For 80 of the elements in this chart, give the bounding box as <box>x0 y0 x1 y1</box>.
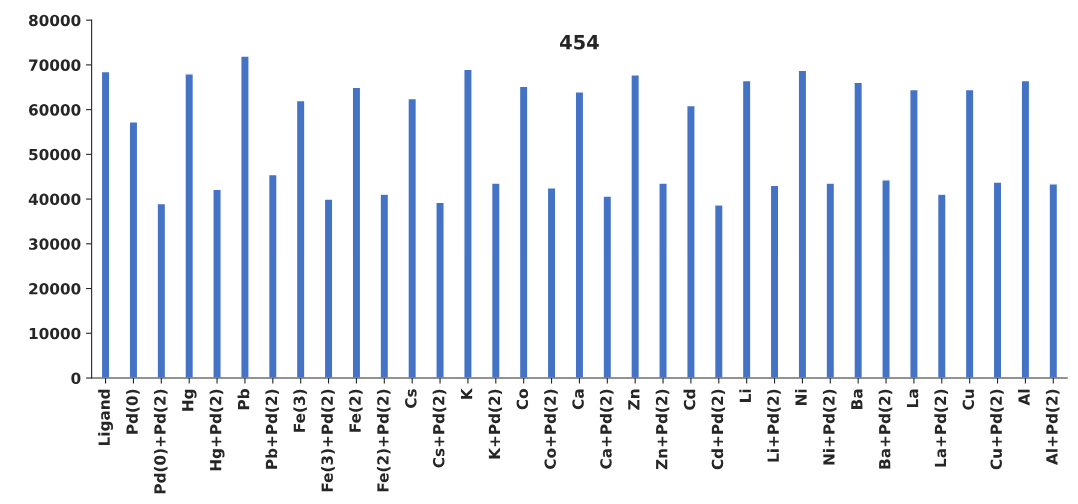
x-tick-label: Cs+Pd(2) <box>432 389 447 468</box>
bar <box>574 91 585 378</box>
x-tick-label: Fe(2) <box>349 389 363 432</box>
bar <box>128 121 139 378</box>
bar <box>658 182 668 378</box>
bar <box>267 173 278 378</box>
bar <box>992 181 1003 378</box>
x-tick-label: Cd+Pd(2) <box>711 389 726 470</box>
bar <box>212 188 222 378</box>
y-tick-label: 20000 <box>29 283 81 295</box>
bar <box>518 85 529 378</box>
x-tick-label: K+Pd(2) <box>488 389 503 459</box>
x-tick-label: Al <box>1018 389 1030 406</box>
bar <box>797 69 808 378</box>
x-tick-label: Cd <box>683 389 696 410</box>
bar <box>351 86 362 378</box>
x-tick-label: Ca <box>572 389 584 410</box>
bar <box>323 198 334 378</box>
bar <box>630 74 641 378</box>
bar <box>741 79 752 378</box>
bar <box>964 88 975 378</box>
bar <box>240 55 250 378</box>
y-tick-label: 40000 <box>28 193 81 206</box>
x-tick-label: La <box>906 389 919 408</box>
bar <box>435 201 445 378</box>
bar <box>184 73 195 378</box>
y-tick-label: 80000 <box>29 14 81 27</box>
x-tick-label: Ba <box>851 389 863 409</box>
x-tick-label: Pd(0) <box>126 389 140 434</box>
bar <box>490 182 501 378</box>
y-tick-label: 0 <box>71 372 81 385</box>
bar <box>686 104 696 378</box>
bar <box>713 204 724 378</box>
bar <box>602 195 613 378</box>
x-tick-label: K <box>461 387 473 399</box>
bar <box>1048 183 1059 378</box>
x-tick-label: Pd(0)+Pd(2) <box>153 389 168 494</box>
x-tick-label: La+Pd(2) <box>934 389 949 467</box>
x-tick-label: Li+Pd(2) <box>767 389 781 462</box>
x-tick-label: Ca+Pd(2) <box>599 389 614 469</box>
y-tick-label: 60000 <box>29 104 81 116</box>
bar <box>463 68 473 378</box>
bar <box>853 81 864 378</box>
x-tick-label: Zn <box>628 389 640 410</box>
x-tick-label: Cs <box>405 389 417 408</box>
y-tick-label: 70000 <box>29 59 81 71</box>
x-tick-label: Li <box>739 389 751 402</box>
x-tick-label: Co <box>516 389 529 410</box>
x-tick-label: Ba+Pd(2) <box>878 389 893 469</box>
bar <box>1020 79 1031 378</box>
bar <box>936 193 947 378</box>
x-tick-label: Cu <box>962 389 975 410</box>
x-tick-label: Ligand <box>98 389 114 446</box>
bar <box>379 193 390 378</box>
x-tick-label: Fe(3)+Pd(2) <box>321 389 335 492</box>
bar <box>769 184 780 378</box>
x-tick-label: Hg <box>182 389 197 411</box>
x-tick-label: Fe(3) <box>293 389 307 432</box>
y-tick-label: 10000 <box>29 327 81 340</box>
x-tick-label: Hg+Pd(2) <box>209 389 225 471</box>
y-tick-label: 30000 <box>29 238 81 250</box>
bar <box>825 182 836 378</box>
bar <box>546 187 557 378</box>
bar <box>295 99 306 378</box>
bar <box>156 202 167 378</box>
x-tick-label: Co+Pd(2) <box>544 389 558 469</box>
bar <box>100 70 111 378</box>
x-tick-label: Cu+Pd(2) <box>990 389 1004 470</box>
x-tick-label: Al+Pd(2) <box>1045 389 1060 465</box>
x-tick-label: Pb+Pd(2) <box>265 389 280 469</box>
bar <box>909 88 919 378</box>
y-tick-label: 50000 <box>29 148 81 161</box>
x-tick-label: Fe(2)+Pd(2) <box>376 389 391 492</box>
x-tick-label: Ni <box>795 389 807 406</box>
x-tick-label: Ni+Pd(2) <box>822 389 837 465</box>
text: 454 <box>560 35 599 50</box>
x-tick-label: Pb <box>237 389 250 410</box>
x-tick-label: Zn+Pd(2) <box>655 389 670 470</box>
bar <box>407 97 418 378</box>
bar <box>881 179 891 378</box>
